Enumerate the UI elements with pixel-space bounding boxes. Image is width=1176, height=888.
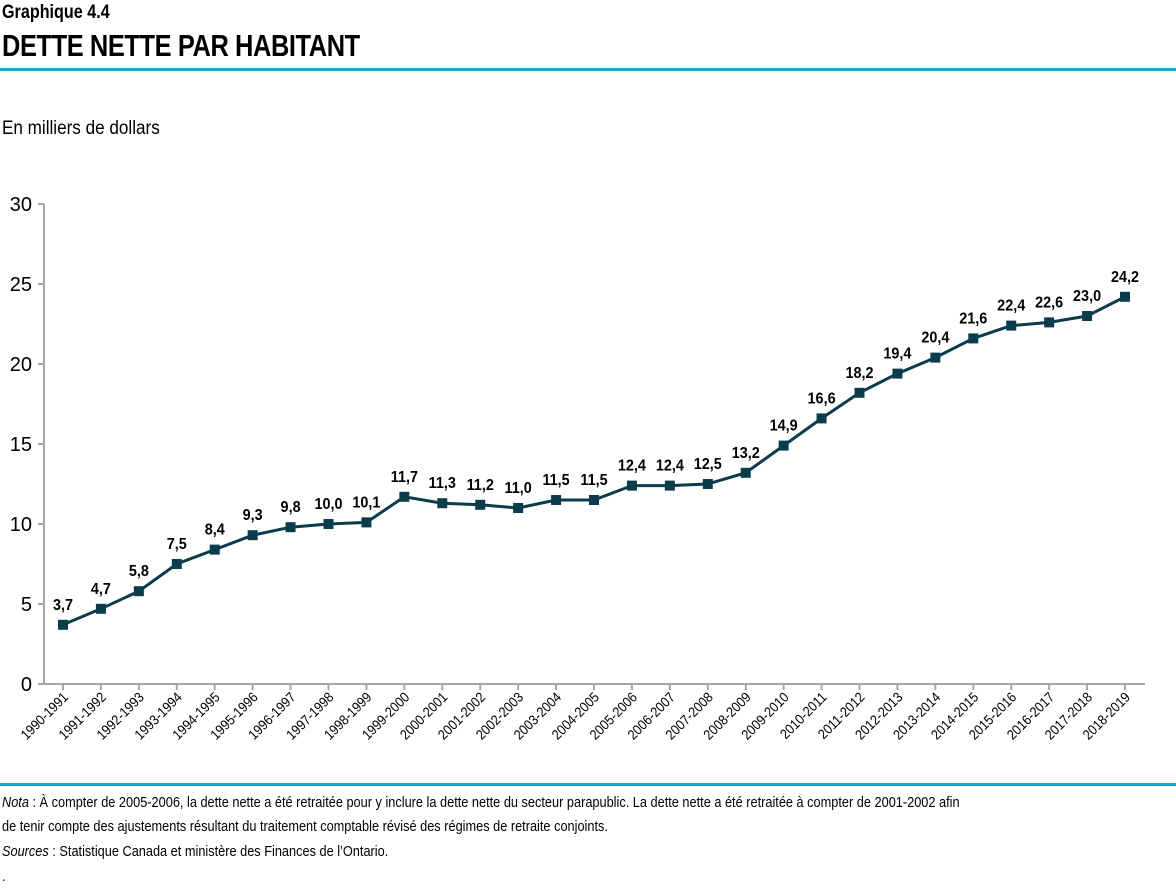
data-label: 11,5 [580,471,608,489]
note: Nota : À compter de 2005-2006, la dette … [2,794,960,811]
y-tick-label: 15 [10,434,32,456]
data-point [892,368,903,379]
data-point [1044,317,1055,328]
data-point [437,498,448,509]
title-rule [0,68,1176,71]
nota-label: Nota [2,794,29,811]
data-point [133,586,144,597]
data-point [323,519,334,529]
data-label: 7,5 [167,535,188,553]
data-point [778,440,789,451]
sources: Sources : Statistique Canada et ministèr… [2,843,388,860]
sources-label: Sources [2,843,49,860]
data-label: 8,4 [205,521,226,539]
data-label: 24,2 [1111,268,1139,286]
y-tick-label: 30 [10,194,32,216]
data-label: 11,7 [391,468,418,486]
data-label: 22,4 [997,297,1026,315]
data-point [702,479,713,489]
data-point [816,413,827,424]
data-label: 22,6 [1035,294,1063,312]
data-label: 12,4 [656,457,685,475]
data-point [551,495,562,505]
data-label: 9,8 [281,499,301,517]
data-point [95,603,106,614]
data-label: 16,6 [808,390,836,408]
y-tick-label: 0 [21,674,32,696]
data-point [171,559,182,569]
y-unit-label: En milliers de dollars [2,118,160,139]
data-label: 11,2 [467,476,494,494]
data-line [62,295,1126,627]
sources-text: : Statistique Canada et ministère des Fi… [48,843,389,860]
data-label: 18,2 [845,364,873,382]
data-point [1006,320,1017,331]
data-label: 11,0 [505,479,532,497]
data-label: 20,4 [921,329,950,347]
data-point [285,522,296,533]
chart-kicker: Graphique 4.4 [2,2,110,23]
data-label: 14,9 [770,417,798,435]
data-label: 11,5 [542,471,570,489]
data-point [475,499,486,510]
line-chart: 0510152025301990-19911991-19921992-19931… [10,194,1145,743]
note-line-2: de tenir compte des ajustements résultan… [2,818,608,835]
data-point [740,467,751,478]
data-label: 12,4 [618,457,647,475]
data-point [626,480,637,491]
data-label: 3,7 [53,596,73,614]
data-point [854,387,865,398]
data-label: 19,4 [883,345,912,363]
data-point [930,352,941,363]
y-tick-label: 10 [10,514,32,536]
y-tick-label: 25 [10,274,32,296]
data-label: 13,2 [732,444,760,462]
data-label: 21,6 [959,310,987,328]
data-point [209,544,220,555]
footer-rule [0,783,1176,786]
data-label: 10,0 [314,495,342,513]
data-label: 23,0 [1073,287,1101,305]
trailing-dot: . [2,868,6,885]
data-point [247,530,258,541]
y-tick-label: 20 [10,354,32,376]
y-tick-label: 5 [21,594,32,616]
data-point [513,503,524,513]
data-point [1082,311,1093,321]
data-point [664,480,675,491]
data-label: 12,5 [694,455,723,473]
data-point [361,517,372,528]
data-point [58,619,68,630]
chart-title: DETTE NETTE PAR HABITANT [2,28,360,63]
data-point [589,495,599,505]
data-label: 11,3 [429,475,456,493]
data-label: 4,7 [91,580,111,598]
data-point [968,333,979,344]
data-label: 9,3 [243,507,263,525]
data-label: 5,8 [129,563,149,581]
data-point [1120,291,1130,302]
data-label: 10,1 [352,494,381,512]
data-point [399,491,410,502]
nota-text: : À compter de 2005-2006, la dette nette… [28,794,960,811]
